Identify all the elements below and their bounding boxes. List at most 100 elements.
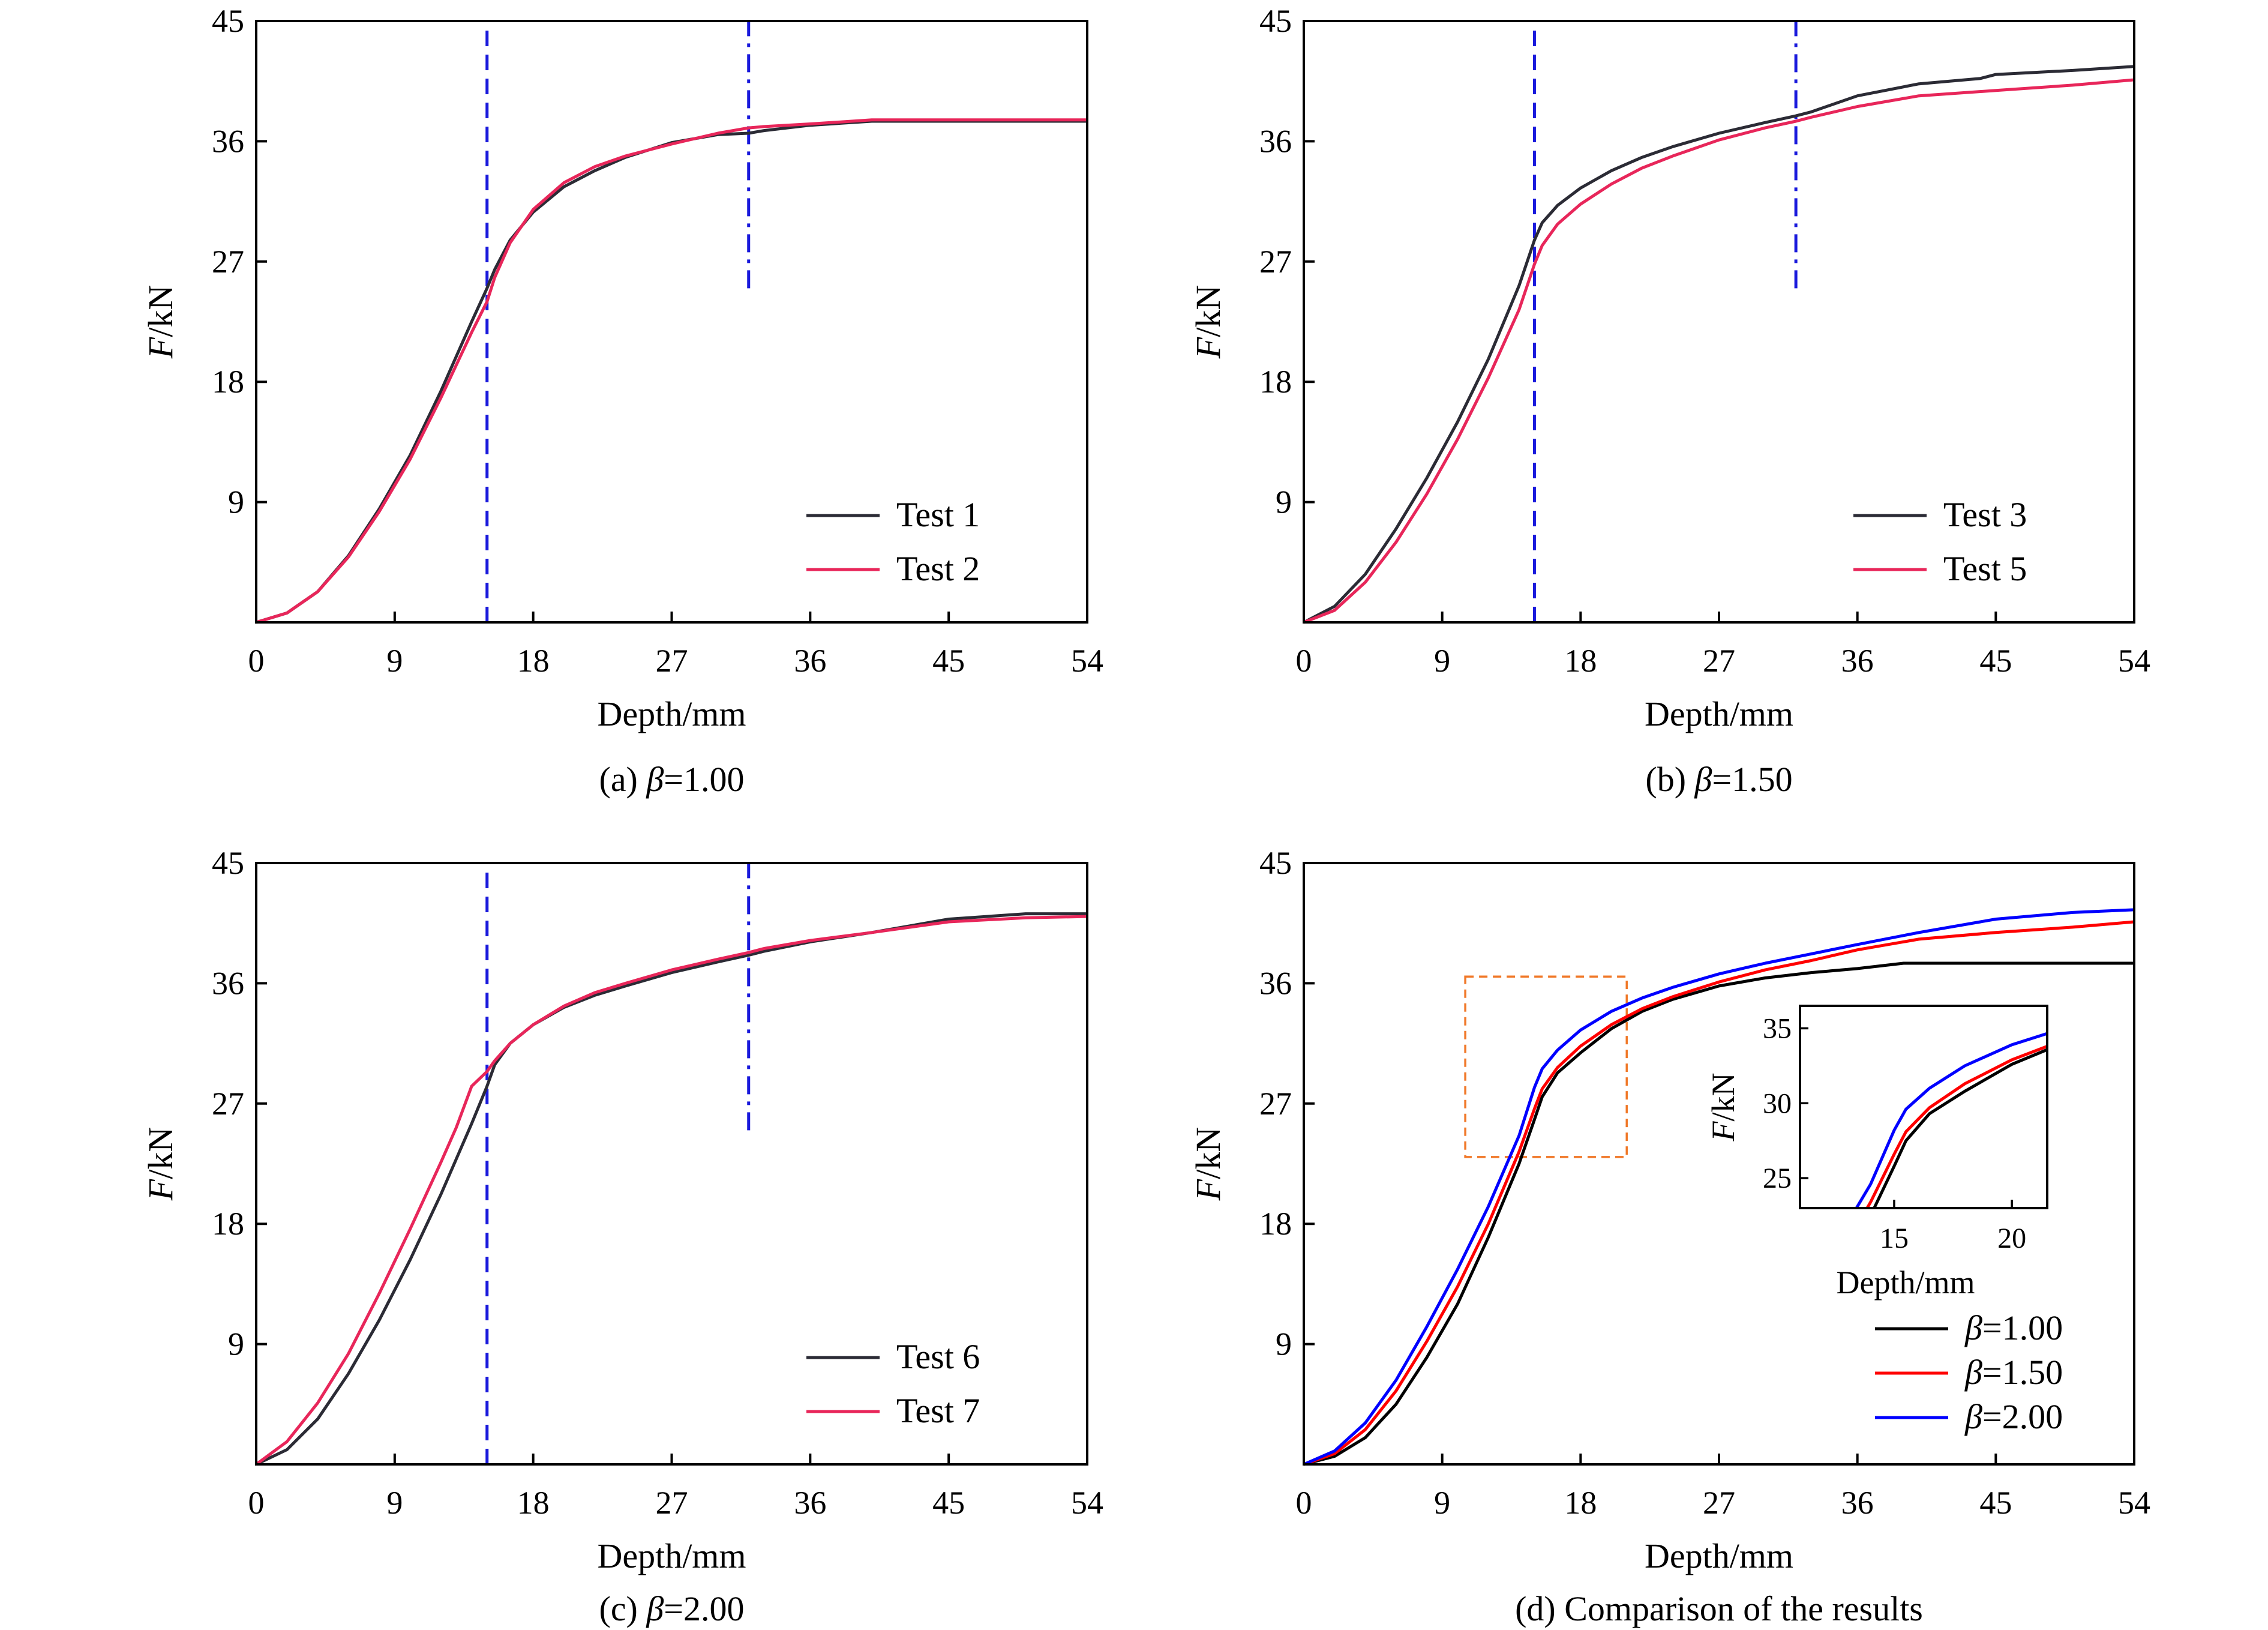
x-tick-label: 0 xyxy=(1296,1485,1312,1521)
y-tick-label: 27 xyxy=(1259,244,1292,280)
x-tick-label: 54 xyxy=(1071,1485,1103,1521)
y-axis-symbol: F xyxy=(1189,337,1228,359)
y-tick-label: 18 xyxy=(1259,364,1292,400)
caption-suffix: =1.50 xyxy=(1712,760,1792,799)
x-tick-label: 36 xyxy=(794,1485,826,1521)
y-tick-label: 18 xyxy=(212,364,244,400)
y-axis-label: F/kN xyxy=(1189,285,1228,359)
legend-text: Test 6 xyxy=(896,1337,980,1376)
x-axis-label: Depth/mm xyxy=(1645,694,1793,733)
inset-series-line-0 xyxy=(1872,1048,2047,1208)
inset-y-axis-unit: /kN xyxy=(1705,1073,1741,1122)
x-tick-label: 18 xyxy=(517,1485,550,1521)
x-tick-label: 27 xyxy=(656,1485,688,1521)
legend-text: =1.00 xyxy=(1982,1308,2063,1347)
legend-label-1: Test 5 xyxy=(1943,549,2027,588)
series-line-2 xyxy=(1303,908,2135,1466)
x-tick-label: 54 xyxy=(2118,643,2150,679)
x-axis-label: Depth/mm xyxy=(597,1536,746,1575)
y-axis-symbol: F xyxy=(1189,1179,1228,1201)
legend-label-0: Test 1 xyxy=(896,495,980,534)
inset-background xyxy=(1800,1006,2047,1208)
panel-caption: (a) β=1.00 xyxy=(599,760,745,799)
caption-symbol: β xyxy=(646,1589,664,1628)
legend-label-1: Test 7 xyxy=(896,1391,980,1430)
inset-y-tick-label: 30 xyxy=(1763,1087,1792,1119)
y-tick-label: 45 xyxy=(1259,845,1292,881)
y-axis-label: F/kN xyxy=(141,1127,180,1201)
x-tick-label: 45 xyxy=(1979,1485,2012,1521)
caption-suffix: Comparison of the results xyxy=(1564,1589,1923,1628)
legend-text: =1.50 xyxy=(1982,1353,2063,1392)
caption-symbol: β xyxy=(1694,760,1712,799)
legend-label-0: Test 6 xyxy=(896,1337,980,1376)
y-axis-symbol: F xyxy=(141,337,180,359)
chart-panel-2: 0 9 18 27 36 45 54 9 18 27 36 45 Depth/mm F/kN (c) β=2… xyxy=(141,845,1103,1628)
series-line-1 xyxy=(255,915,1088,1466)
x-tick-label: 0 xyxy=(248,643,265,679)
legend-text: Test 7 xyxy=(896,1391,980,1430)
series-line-1 xyxy=(256,118,1087,624)
y-tick-label: 45 xyxy=(212,845,244,881)
x-tick-label: 0 xyxy=(248,1485,265,1521)
inset-series-line-2 xyxy=(1855,1032,2047,1208)
legend-text: Test 1 xyxy=(896,495,980,534)
zoom-region-box xyxy=(1464,975,1628,1158)
caption-prefix: (c) xyxy=(599,1589,647,1628)
legend-label-0: β=1.00 xyxy=(1964,1308,2063,1347)
inset-x-tick-label: 15 xyxy=(1880,1222,1909,1254)
legend-label-0: Test 3 xyxy=(1943,495,2027,534)
x-tick-label: 27 xyxy=(656,643,688,679)
y-axis-label: F/kN xyxy=(141,285,180,359)
inset-y-axis-symbol: F xyxy=(1705,1121,1741,1142)
inset-y-tick-label: 25 xyxy=(1763,1162,1792,1194)
legend-text: Test 5 xyxy=(1943,549,2027,588)
legend-symbol: β xyxy=(1964,1397,1982,1436)
x-tick-label: 36 xyxy=(1841,643,1874,679)
y-axis-unit: /kN xyxy=(141,285,180,337)
legend-text: =2.00 xyxy=(1982,1397,2063,1436)
caption-suffix: =2.00 xyxy=(664,1589,744,1628)
caption-prefix: (d) xyxy=(1515,1589,1564,1628)
y-axis-unit: /kN xyxy=(1189,285,1228,337)
x-tick-label: 9 xyxy=(1434,1485,1450,1521)
x-tick-label: 36 xyxy=(794,643,826,679)
y-tick-label: 36 xyxy=(1259,965,1292,1001)
y-tick-label: 27 xyxy=(212,244,244,280)
legend-symbol: β xyxy=(1964,1353,1982,1392)
caption-prefix: (a) xyxy=(599,760,647,799)
x-tick-label: 54 xyxy=(1071,643,1103,679)
y-axis-unit: /kN xyxy=(141,1127,180,1179)
legend-label-2: β=2.00 xyxy=(1964,1397,2063,1436)
y-tick-label: 27 xyxy=(212,1086,244,1122)
y-tick-label: 9 xyxy=(228,484,244,520)
x-tick-label: 45 xyxy=(932,1485,965,1521)
x-tick-label: 18 xyxy=(1564,1485,1597,1521)
legend-label-1: β=1.50 xyxy=(1964,1353,2063,1392)
panel-caption: (d) Comparison of the results xyxy=(1515,1589,1923,1628)
series-line-1 xyxy=(1303,78,2135,624)
inset-frame xyxy=(1799,1005,2048,1209)
x-axis-label: Depth/mm xyxy=(597,694,746,733)
y-axis-symbol: F xyxy=(141,1179,180,1201)
x-tick-label: 9 xyxy=(1434,643,1450,679)
y-axis-unit: /kN xyxy=(1189,1127,1228,1179)
chart-panel-3: 0 9 18 27 36 45 54 9 18 27 36 45 Depth/mm F/kN (d) Com… xyxy=(1189,845,2150,1628)
y-tick-label: 9 xyxy=(1276,1326,1292,1362)
panel-caption: (b) β=1.50 xyxy=(1645,760,1792,799)
y-tick-label: 18 xyxy=(1259,1206,1292,1242)
series-line-0 xyxy=(1303,961,2134,1466)
y-tick-label: 9 xyxy=(228,1326,244,1362)
legend-label-1: Test 2 xyxy=(896,549,980,588)
inset-chart: 15 20 25 30 35 Depth/mm F/kN xyxy=(1705,1005,2048,1301)
x-tick-label: 0 xyxy=(1296,643,1312,679)
inset-x-tick-label: 20 xyxy=(1997,1222,2026,1254)
series-line-1 xyxy=(1303,920,2135,1466)
y-tick-label: 18 xyxy=(212,1206,244,1242)
y-tick-label: 36 xyxy=(212,965,244,1001)
y-tick-label: 9 xyxy=(1276,484,1292,520)
inset-y-axis-label: F/kN xyxy=(1705,1073,1741,1142)
inset-y-tick-label: 35 xyxy=(1763,1012,1792,1044)
